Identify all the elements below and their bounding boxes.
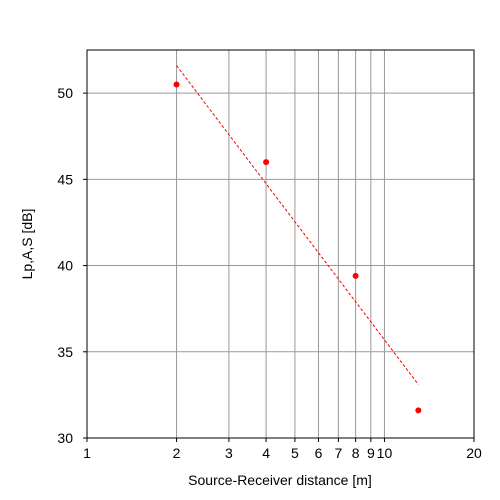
- x-tick-label: 7: [334, 445, 342, 461]
- y-tick-label: 30: [57, 430, 73, 446]
- trend-line: [176, 65, 419, 385]
- x-tick-label: 2: [173, 445, 181, 461]
- y-tick-label: 40: [57, 258, 73, 274]
- data-point: [352, 272, 359, 279]
- x-tick-label: 9: [367, 445, 375, 461]
- x-tick-label: 20: [466, 445, 482, 461]
- y-tick-label: 35: [57, 344, 73, 360]
- x-tick-label: 6: [315, 445, 323, 461]
- plot-frame: [86, 49, 475, 439]
- y-axis-label: Lp,A,S [dB]: [19, 209, 35, 280]
- x-tick-label: 3: [225, 445, 233, 461]
- data-point: [173, 81, 180, 88]
- data-point: [415, 407, 422, 414]
- x-tick-label: 8: [352, 445, 360, 461]
- x-tick-label: 4: [262, 445, 270, 461]
- x-tick-label: 1: [83, 445, 91, 461]
- x-axis-label: Source-Receiver distance [m]: [188, 472, 372, 488]
- y-tick-label: 50: [57, 85, 73, 101]
- x-tick-label: 10: [377, 445, 393, 461]
- x-tick-label: 5: [291, 445, 299, 461]
- data-point: [263, 159, 270, 166]
- y-tick-label: 45: [57, 171, 73, 187]
